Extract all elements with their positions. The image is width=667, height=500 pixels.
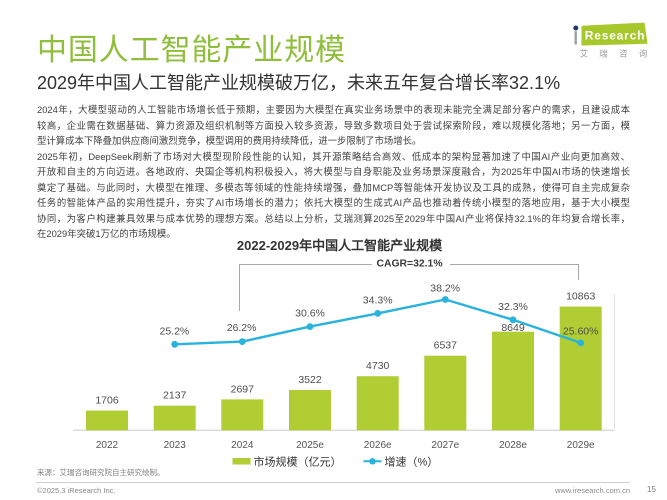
svg-text:2024: 2024 — [231, 440, 254, 451]
svg-text:CAGR=32.1%: CAGR=32.1% — [376, 259, 442, 270]
svg-text:2697: 2697 — [231, 383, 255, 395]
svg-text:2029e: 2029e — [567, 440, 595, 451]
svg-text:6537: 6537 — [434, 340, 458, 352]
svg-text:2028e: 2028e — [499, 440, 527, 451]
svg-text:Research: Research — [585, 29, 645, 43]
svg-text:2022: 2022 — [96, 440, 119, 451]
svg-text:市场规模（亿元）: 市场规模（亿元） — [254, 454, 342, 468]
svg-text:2027e: 2027e — [431, 440, 459, 451]
svg-text:2023: 2023 — [164, 440, 187, 451]
svg-text:艾瑞咨询: 艾瑞咨询 — [580, 49, 659, 59]
svg-text:2137: 2137 — [163, 390, 187, 402]
svg-text:30.6%: 30.6% — [295, 308, 325, 320]
svg-text:增速（%）: 增速（%） — [385, 454, 439, 468]
svg-text:26.2%: 26.2% — [227, 322, 257, 334]
svg-text:38.2%: 38.2% — [430, 283, 460, 295]
svg-text:2026e: 2026e — [364, 440, 392, 451]
svg-text:3522: 3522 — [298, 374, 322, 386]
svg-text:1706: 1706 — [95, 395, 119, 407]
svg-text:4730: 4730 — [366, 360, 390, 372]
svg-text:8649: 8649 — [501, 322, 525, 334]
svg-text:25.60%: 25.60% — [563, 325, 599, 337]
svg-text:25.2%: 25.2% — [160, 326, 190, 338]
svg-text:2025e: 2025e — [296, 440, 324, 451]
svg-text:32.3%: 32.3% — [498, 301, 528, 313]
svg-text:10863: 10863 — [566, 290, 595, 302]
svg-text:34.3%: 34.3% — [363, 294, 393, 306]
